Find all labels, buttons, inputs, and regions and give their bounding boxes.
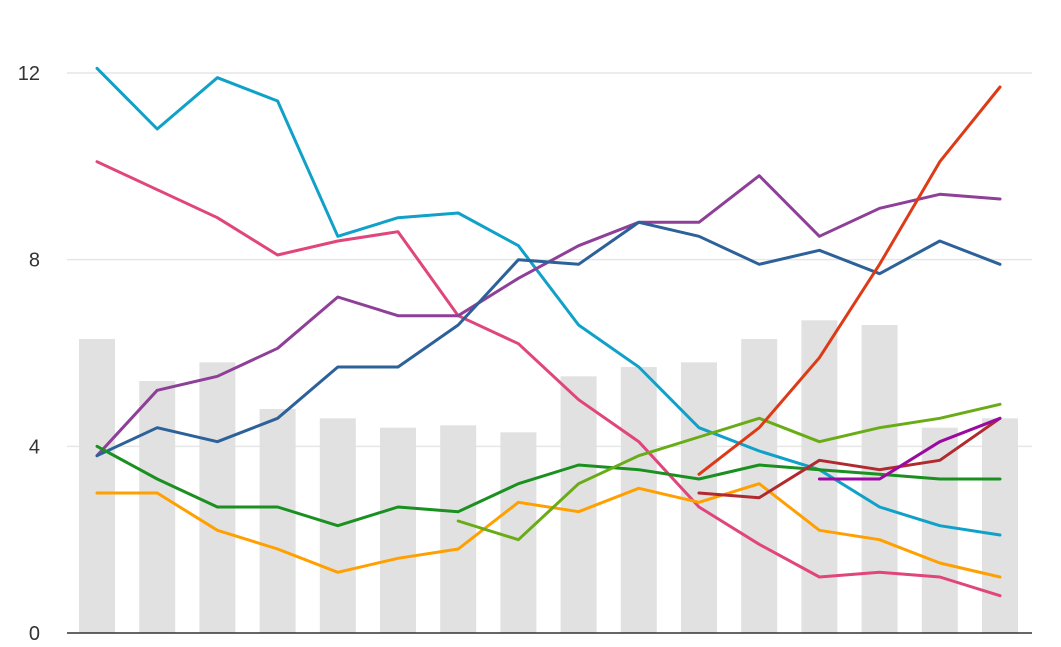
bar [380,427,416,633]
bar [259,409,296,633]
series-line-2 [95,160,1002,598]
series-line-10 [817,416,1002,481]
bar [741,339,778,633]
series-line-4 [95,220,1002,458]
bar [500,432,537,633]
series-line-9 [697,416,1002,500]
series-line-1 [95,66,1002,537]
series-line-8 [697,85,1002,476]
y-axis: 0 4 8 12 [18,63,1032,645]
bar-series [79,320,1018,633]
bar [139,381,176,633]
bar [620,367,657,633]
bar [560,376,597,633]
bar [921,427,958,633]
series-line-7 [456,402,1002,542]
bar [79,339,115,633]
series-line-5 [95,444,1002,528]
bar [982,418,1018,633]
series-line-6 [95,482,1002,579]
y-tick-label: 4 [29,436,40,458]
bar [199,362,236,633]
bar [440,425,477,633]
y-tick-label: 8 [29,250,40,272]
y-tick-label: 12 [18,63,40,85]
y-tick-label: 0 [29,623,40,645]
line-series [95,66,1002,598]
